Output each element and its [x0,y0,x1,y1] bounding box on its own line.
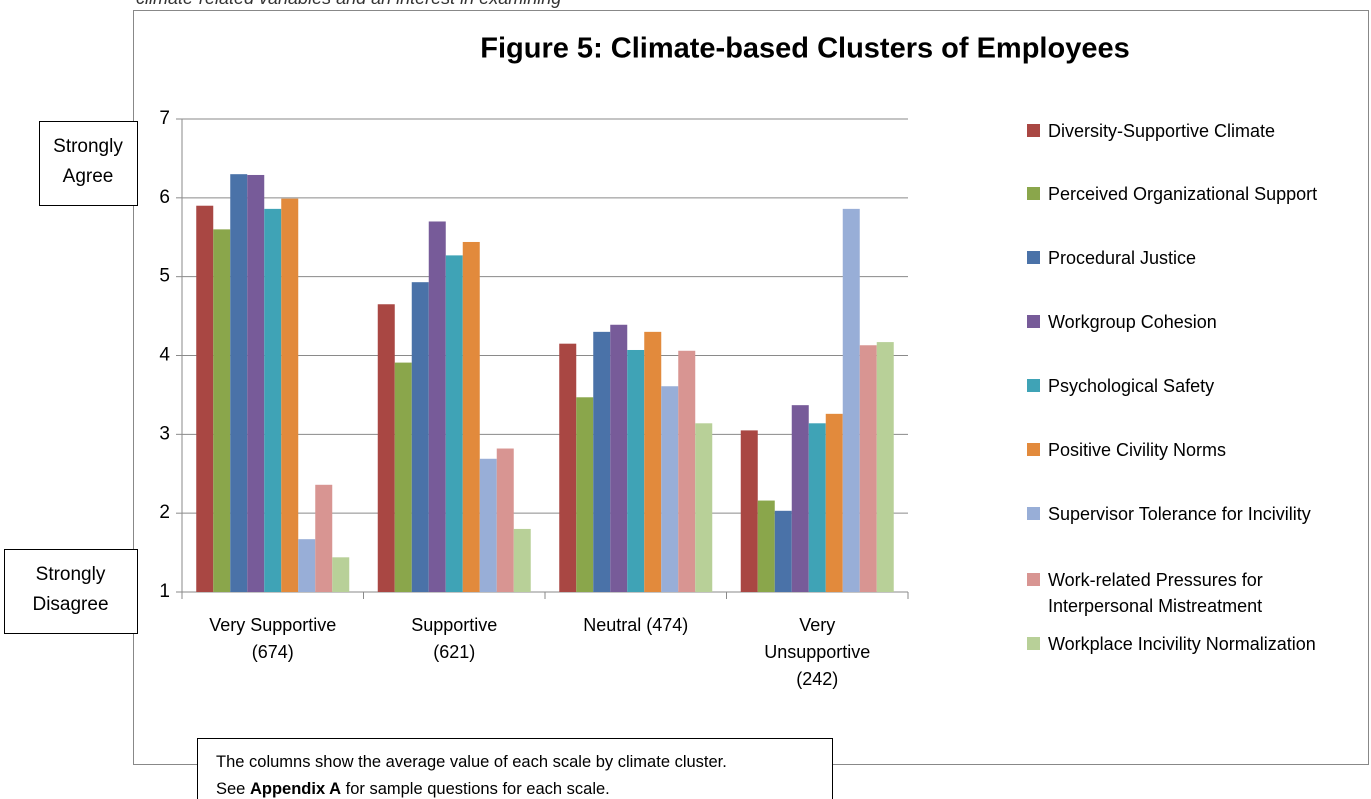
note-text: See [216,780,246,798]
bar [513,528,531,592]
note-box: The columns show the average value of ea… [197,738,833,799]
bar [825,413,843,592]
x-tick-label: Very Unsupportive (242) [764,615,871,689]
legend-label: Workgroup Cohesion [1048,312,1217,332]
disagree-box: Strongly Disagree [4,549,138,634]
bar [445,255,463,593]
bar [411,282,429,592]
bar [559,343,577,592]
bar [196,205,214,592]
legend-swatch [1027,124,1040,137]
x-tick-label: Very Supportive (674) [209,615,337,662]
agree-box: Strongly Agree [39,121,138,206]
note-bold: Appendix A [249,780,342,798]
bar [332,557,350,592]
legend-swatch [1027,187,1040,200]
bar [859,345,877,592]
bar [247,174,265,592]
bar [842,208,860,592]
bar [315,484,333,592]
bar [661,386,679,592]
bar [496,448,514,592]
legend-label: Perceived Organizational Support [1048,184,1318,204]
legend-label: Procedural Justice [1048,248,1197,268]
legend-swatch [1027,573,1040,586]
bar [678,350,696,592]
note-text: for sample questions for each scale. [345,780,610,798]
legend-swatch [1027,443,1040,456]
chart-frame [133,10,1369,765]
x-tick-label: Neutral (474) [583,615,689,635]
y-tick-label: 7 [159,108,170,129]
y-tick-label: 1 [159,581,170,602]
bar [377,304,395,592]
bar [230,174,248,592]
bar [462,241,480,593]
y-tick-label: 6 [159,187,170,208]
bar [264,208,282,592]
bar [298,539,316,592]
legend-swatch [1027,315,1040,328]
bar [808,423,826,592]
legend-swatch [1027,507,1040,520]
legend-label: Psychological Safety [1048,376,1215,396]
y-tick-label: 4 [159,345,170,366]
bar [479,458,497,592]
bar [644,331,662,592]
bar [695,423,713,592]
bar [281,198,299,592]
bar [774,510,792,592]
legend-swatch [1027,379,1040,392]
bar [593,331,611,592]
bar [428,221,446,592]
top-text: climate-related variables and an interes… [136,0,561,9]
legend-label: Supervisor Tolerance for Incivility [1048,504,1311,524]
legend-label: Workplace Incivility Normalization [1048,634,1316,654]
legend-label: Work-related Pressures for Interpersonal… [1048,570,1263,616]
chart-title: Figure 5: Climate-based Clusters of Empl… [480,33,1129,65]
legend-swatch [1027,637,1040,650]
bar [610,324,628,592]
legend-swatch [1027,251,1040,264]
bar [627,349,645,592]
bar [740,430,758,592]
y-tick-label: 2 [159,502,170,523]
x-tick-label: Supportive (621) [411,615,498,662]
bar [213,229,231,592]
bar [394,362,412,592]
legend-label: Diversity-Supportive Climate [1048,121,1276,141]
agree-label: Strongly Agree [53,136,123,187]
y-tick-label: 3 [159,423,170,444]
note: The columns show the average value of ea… [216,749,727,799]
bar [876,342,894,592]
bar [791,405,809,592]
y-tick-label: 5 [159,266,170,287]
bar [757,500,775,592]
disagree-label: Strongly Disagree [32,564,109,615]
note-line: The columns show the average value of ea… [216,753,727,771]
bar [576,397,594,592]
legend-label: Positive Civility Norms [1048,440,1227,460]
